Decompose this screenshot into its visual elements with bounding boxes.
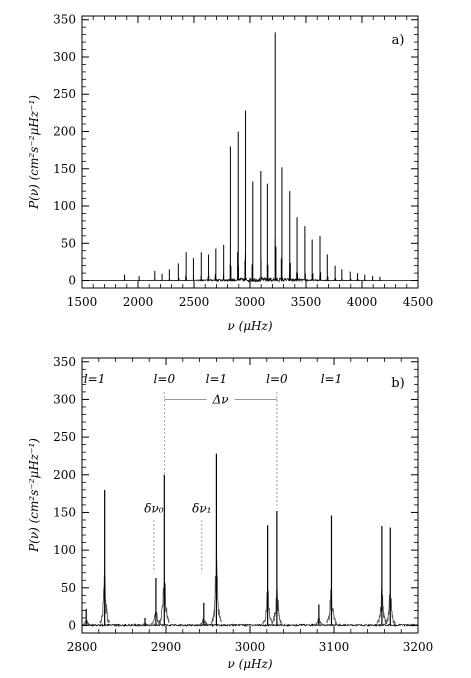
x-axis-label-b: ν (μHz)	[227, 657, 272, 671]
x-tick-label-b: 2900	[151, 640, 182, 654]
y-tick-label-a: 200	[53, 125, 76, 139]
y-tick-label-b: 100	[53, 543, 76, 557]
y-tick-label-a: 100	[53, 199, 76, 213]
large-separation-label: Δν	[212, 392, 229, 406]
x-tick-label-a: 2500	[179, 295, 210, 309]
y-tick-label-b: 250	[53, 430, 76, 444]
noise-floor-b	[81, 623, 419, 628]
x-tick-label-a: 3000	[235, 295, 266, 309]
y-tick-label-b: 300	[53, 392, 76, 406]
y-tick-label-a: 0	[68, 274, 76, 288]
annotations-b: l=1 l=0 l=1 l=0 l=1 Δν δν₀ δν₁	[84, 372, 342, 573]
y-axis-label-b: P(ν) (cm²s⁻²μHz⁻¹)	[27, 438, 41, 553]
x-axis-label-a: ν (μHz)	[227, 319, 272, 333]
x-tick-label-b: 3100	[319, 640, 350, 654]
y-tick-label-a: 250	[53, 87, 76, 101]
x-tick-label-a: 3500	[291, 295, 322, 309]
noise-floor-a	[82, 276, 418, 283]
small-separation-label: δν₀	[144, 501, 164, 515]
x-tick-label-a: 1500	[67, 295, 98, 309]
x-tick-label-a: 4500	[403, 295, 434, 309]
x-tick-label-b: 3200	[403, 640, 434, 654]
y-tick-label-b: 50	[61, 581, 76, 595]
y-tick-label-b: 350	[53, 355, 76, 369]
y-tick-label-b: 150	[53, 505, 76, 519]
degree-label: l=1	[206, 372, 228, 386]
y-tick-label-a: 350	[53, 13, 76, 27]
panel-a: 1500 2000 2500 3000 3500 4000 4500 0 50 100 150 200…	[27, 13, 433, 333]
series-spectrum-a	[82, 32, 418, 283]
x-tick-label-a: 2000	[123, 295, 154, 309]
panel-label-a: a)	[392, 33, 405, 48]
ticks-b: 2800 2900 3000 3100 3200 0 50 100 150 200 250 300 35…	[53, 355, 433, 654]
y-tick-label-b: 0	[68, 618, 76, 632]
panel-b: 2800 2900 3000 3100 3200 0 50 100 150 200 250 300 35…	[27, 355, 433, 671]
small-separation-label: δν₁	[192, 501, 211, 515]
y-axis-label-a: P(ν) (cm²s⁻²μHz⁻¹)	[27, 95, 41, 210]
plot-frame-a	[81, 15, 419, 289]
series-spectrum-b	[80, 453, 419, 628]
y-tick-label-a: 50	[61, 236, 76, 250]
ticks-a: 1500 2000 2500 3000 3500 4000 4500 0 50 100 150 200…	[53, 13, 433, 309]
degree-label: l=1	[84, 372, 106, 386]
x-tick-label-b: 3000	[235, 640, 266, 654]
degree-label: l=0	[266, 372, 288, 386]
x-tick-label-a: 4000	[347, 295, 378, 309]
degree-label: l=0	[154, 372, 176, 386]
y-tick-label-a: 300	[53, 50, 76, 64]
degree-label: l=1	[321, 372, 343, 386]
x-tick-label-b: 2800	[67, 640, 98, 654]
y-tick-label-b: 200	[53, 468, 76, 482]
y-tick-label-a: 150	[53, 162, 76, 176]
panel-label-b: b)	[391, 376, 404, 391]
